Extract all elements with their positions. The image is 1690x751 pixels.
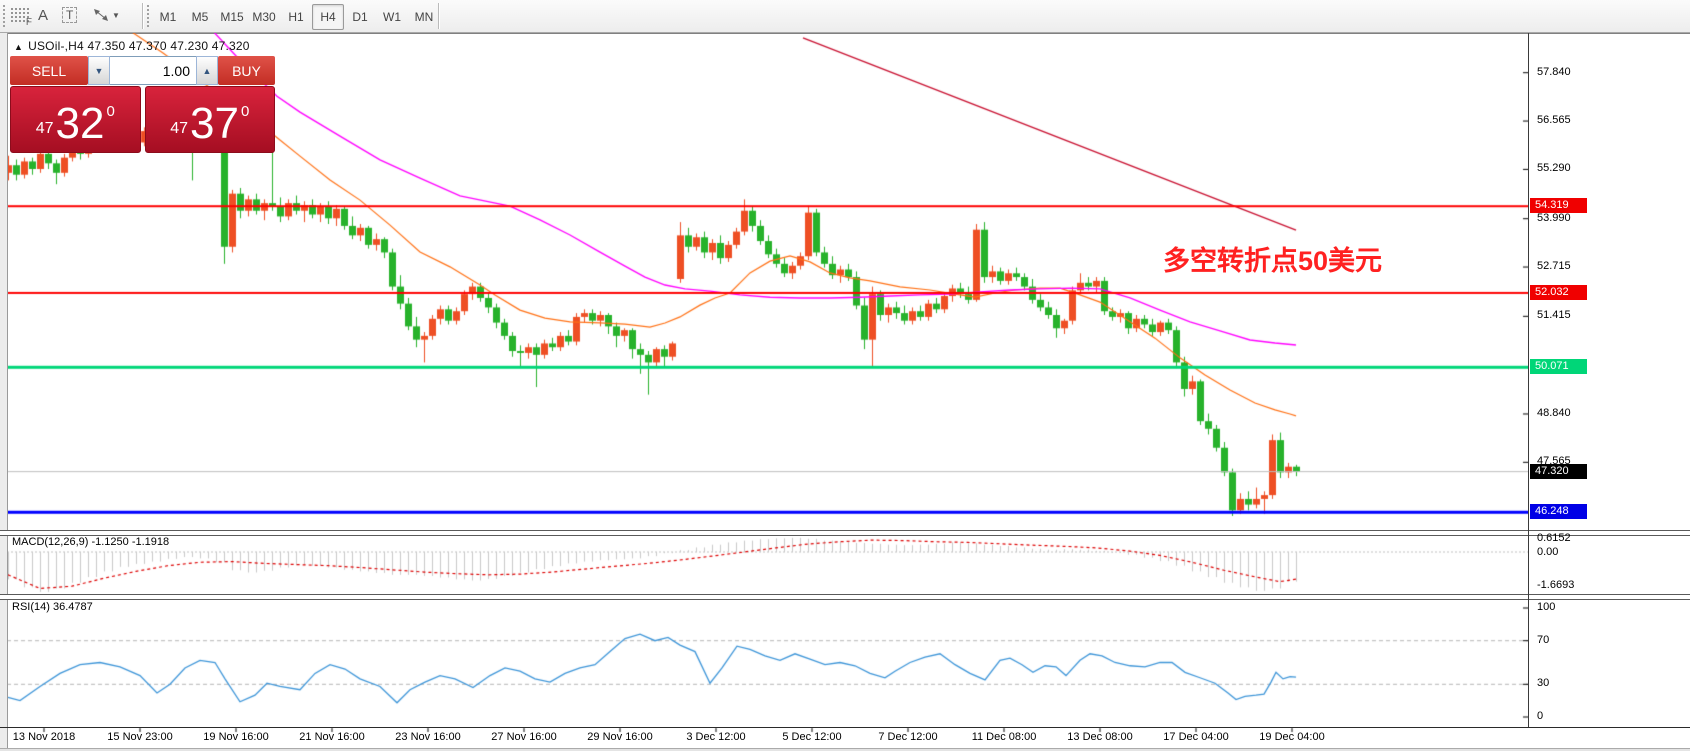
toolbar-grip-2[interactable] bbox=[146, 4, 151, 28]
price-badge-46.248: 46.248 bbox=[1530, 504, 1587, 520]
time-tick: 13 Nov 2018 bbox=[12, 731, 76, 743]
tf-button-H1[interactable]: H1 bbox=[288, 10, 304, 24]
toolbar-grip[interactable] bbox=[2, 4, 7, 28]
time-tick: 21 Nov 16:00 bbox=[299, 731, 365, 743]
arrows-tool-icon[interactable]: ▼ bbox=[92, 3, 120, 27]
time-tick: 7 Dec 12:00 bbox=[878, 731, 938, 743]
tf-button-M1[interactable]: M1 bbox=[159, 10, 177, 24]
indicator-grid-icon[interactable]: F bbox=[10, 3, 32, 28]
time-tick: 11 Dec 08:00 bbox=[971, 731, 1037, 743]
price-tick: 55.290 bbox=[1537, 162, 1571, 175]
price-axis-border bbox=[1528, 33, 1529, 727]
text-box-icon[interactable]: T bbox=[62, 3, 78, 27]
window-left-edge bbox=[0, 33, 8, 748]
buy-button[interactable]: BUY bbox=[218, 56, 275, 85]
sell-button[interactable]: SELL bbox=[10, 56, 88, 85]
tf-button-M30[interactable]: M30 bbox=[252, 10, 276, 24]
toolbar-separator-2 bbox=[438, 3, 439, 29]
price-tick: 48.840 bbox=[1537, 406, 1571, 419]
chart-annotation-text: 多空转折点50美元 bbox=[1163, 246, 1383, 276]
time-tick: 13 Dec 08:00 bbox=[1067, 731, 1133, 743]
rsi-tick: 70 bbox=[1537, 633, 1550, 646]
time-tick: 29 Nov 16:00 bbox=[587, 731, 653, 743]
tf-button-M15[interactable]: M15 bbox=[220, 10, 244, 24]
macd-pane-splitter[interactable] bbox=[0, 530, 1690, 536]
time-tick: 27 Nov 16:00 bbox=[491, 731, 557, 743]
macd-tick: 0.00 bbox=[1537, 546, 1559, 558]
chevron-down-icon[interactable]: ▼ bbox=[112, 10, 120, 20]
time-tick: 19 Nov 16:00 bbox=[203, 731, 269, 743]
time-axis-border bbox=[0, 727, 1690, 728]
quantity-up-button[interactable]: ▲ bbox=[196, 56, 218, 85]
price-badge-54.319: 54.319 bbox=[1530, 198, 1587, 214]
tf-button-MN[interactable]: MN bbox=[414, 10, 434, 24]
sell-price-prefix: 47 bbox=[35, 120, 54, 137]
macd-label: MACD(12,26,9) -1.1250 -1.1918 bbox=[12, 536, 170, 548]
rsi-pane-splitter[interactable] bbox=[0, 594, 1690, 600]
rsi-tick: 30 bbox=[1537, 677, 1550, 690]
time-tick: 5 Dec 12:00 bbox=[782, 731, 842, 743]
price-tick: 56.565 bbox=[1537, 114, 1571, 127]
price-tick: 51.415 bbox=[1537, 309, 1571, 322]
tf-button-H4[interactable]: H4 bbox=[312, 4, 344, 30]
time-tick: 23 Nov 16:00 bbox=[395, 731, 461, 743]
price-badge-50.071: 50.071 bbox=[1530, 359, 1587, 375]
symbol-quote-text: USOil-,H4 47.350 47.370 47.230 47.320 bbox=[28, 39, 250, 53]
price-badge-52.032: 52.032 bbox=[1530, 284, 1587, 300]
buy-price-pip: 0 bbox=[240, 103, 250, 120]
symbol-header: ▲ USOil-,H4 47.350 47.370 47.230 47.320 bbox=[14, 39, 250, 53]
time-tick: 3 Dec 12:00 bbox=[686, 731, 746, 743]
buy-price-tile[interactable]: 47 37 0 bbox=[144, 86, 275, 153]
price-tick: 52.715 bbox=[1537, 260, 1571, 273]
sell-price-tile[interactable]: 47 32 0 bbox=[10, 86, 141, 153]
rsi-tick: 100 bbox=[1537, 601, 1556, 613]
buy-price-prefix: 47 bbox=[170, 120, 188, 137]
macd-tick: -1.6693 bbox=[1537, 579, 1575, 591]
collapse-arrow-icon[interactable]: ▲ bbox=[14, 42, 24, 52]
quantity-input[interactable] bbox=[110, 56, 196, 85]
sell-price-pip: 0 bbox=[106, 103, 115, 120]
price-badge-47.320: 47.320 bbox=[1530, 463, 1587, 479]
window-bottom-edge bbox=[0, 748, 1690, 751]
one-click-trade-panel: SELL ▼ ▲ BUY 47 32 0 47 37 0 bbox=[10, 56, 275, 153]
rsi-label: RSI(14) 36.4787 bbox=[12, 601, 93, 613]
buy-price-big: 37 bbox=[190, 99, 239, 148]
tf-button-M5[interactable]: M5 bbox=[191, 10, 209, 24]
toolbar-separator bbox=[142, 3, 143, 29]
time-tick: 15 Nov 23:00 bbox=[107, 731, 173, 743]
time-tick: 19 Dec 04:00 bbox=[1259, 731, 1325, 743]
text-label-icon[interactable]: A bbox=[38, 6, 49, 24]
tf-button-D1[interactable]: D1 bbox=[352, 10, 368, 24]
time-tick: 17 Dec 04:00 bbox=[1163, 731, 1229, 743]
arrows-glyph bbox=[94, 9, 108, 21]
price-tick: 57.840 bbox=[1537, 65, 1571, 78]
macd-tick: 0.6152 bbox=[1537, 531, 1571, 544]
toolbar: F A T ▼ M1 M5 M15 M30 H1 H4 D1 W1 MN bbox=[0, 0, 1690, 33]
sell-price-big: 32 bbox=[55, 99, 105, 148]
rsi-tick: 0 bbox=[1537, 710, 1544, 722]
quantity-down-button[interactable]: ▼ bbox=[88, 56, 110, 85]
price-tick: 53.990 bbox=[1537, 211, 1571, 224]
tf-button-W1[interactable]: W1 bbox=[383, 10, 401, 24]
